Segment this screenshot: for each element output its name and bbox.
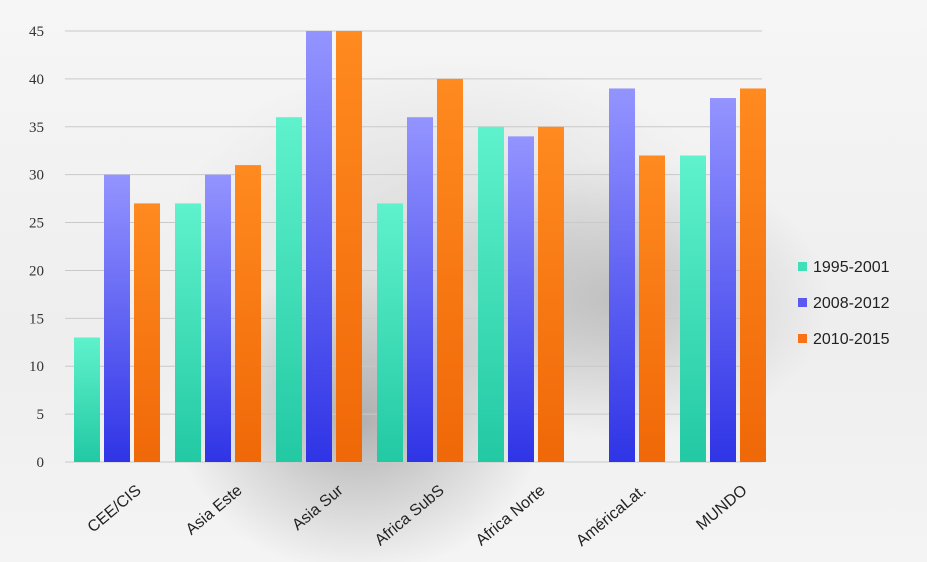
legend-swatch <box>798 262 807 271</box>
legend-label: 2008-2012 <box>813 295 890 312</box>
bar-2008-2012-Africa SubS <box>407 117 433 462</box>
legend-label: 2010-2015 <box>813 331 890 348</box>
y-tick-label: 25 <box>29 216 44 232</box>
legend-swatch <box>798 334 807 343</box>
bar-2008-2012-MUNDO <box>710 98 736 463</box>
y-tick-label: 15 <box>29 311 44 327</box>
bar-2008-2012-Asia Este <box>205 174 231 462</box>
y-tick-label: 10 <box>29 359 44 375</box>
legend-swatch <box>798 298 807 307</box>
x-tick-label: Asia Este <box>183 482 246 539</box>
legend-label: 1995-2001 <box>813 259 890 276</box>
x-tick-label: Asia Sur <box>289 482 347 534</box>
bar-2008-2012-Africa Norte <box>508 136 534 462</box>
x-tick-label: Africa Norte <box>473 482 549 549</box>
bar-2010-2015-Africa Norte <box>538 126 564 463</box>
bar-2010-2015-AméricaLat. <box>639 155 665 462</box>
bar-2010-2015-Africa SubS <box>437 78 463 462</box>
bar-1995-2001-Africa Norte <box>478 126 504 463</box>
x-tick-label: Africa SubS <box>372 482 448 549</box>
legend: 1995-2001 2008-2012 2010-2015 <box>798 259 890 348</box>
bar-1995-2001-Africa SubS <box>377 203 403 462</box>
x-axis-labels: CEE/CIS Asia Este Asia Sur Africa SubS Afric… <box>85 482 751 550</box>
bar-1995-2001-Asia Sur <box>276 117 302 462</box>
bar-1995-2001-MUNDO <box>680 155 706 462</box>
bars <box>74 31 766 463</box>
y-tick-label: 5 <box>37 407 45 423</box>
y-tick-label: 20 <box>29 263 44 279</box>
bar-2010-2015-Asia Sur <box>336 31 362 462</box>
bar-2008-2012-CEE/CIS <box>104 174 130 462</box>
bar-2010-2015-CEE/CIS <box>134 203 160 462</box>
bar-2010-2015-Asia Este <box>235 165 261 463</box>
y-tick-label: 45 <box>29 24 44 40</box>
y-axis-ticks: 0 5 10 15 20 25 30 35 40 45 <box>29 24 44 471</box>
y-tick-label: 40 <box>29 72 44 88</box>
x-tick-label: CEE/CIS <box>85 482 145 536</box>
x-tick-label: MUNDO <box>693 482 750 534</box>
bar-2010-2015-MUNDO <box>740 88 766 462</box>
bar-2008-2012-Asia Sur <box>306 31 332 462</box>
y-tick-label: 35 <box>29 120 44 136</box>
bar-1995-2001-Asia Este <box>175 203 201 462</box>
y-tick-label: 0 <box>37 455 45 471</box>
bar-2008-2012-AméricaLat. <box>609 88 635 462</box>
bar-1995-2001-CEE/CIS <box>74 337 100 462</box>
y-tick-label: 30 <box>29 168 44 184</box>
x-tick-label: AméricaLat. <box>573 482 649 550</box>
